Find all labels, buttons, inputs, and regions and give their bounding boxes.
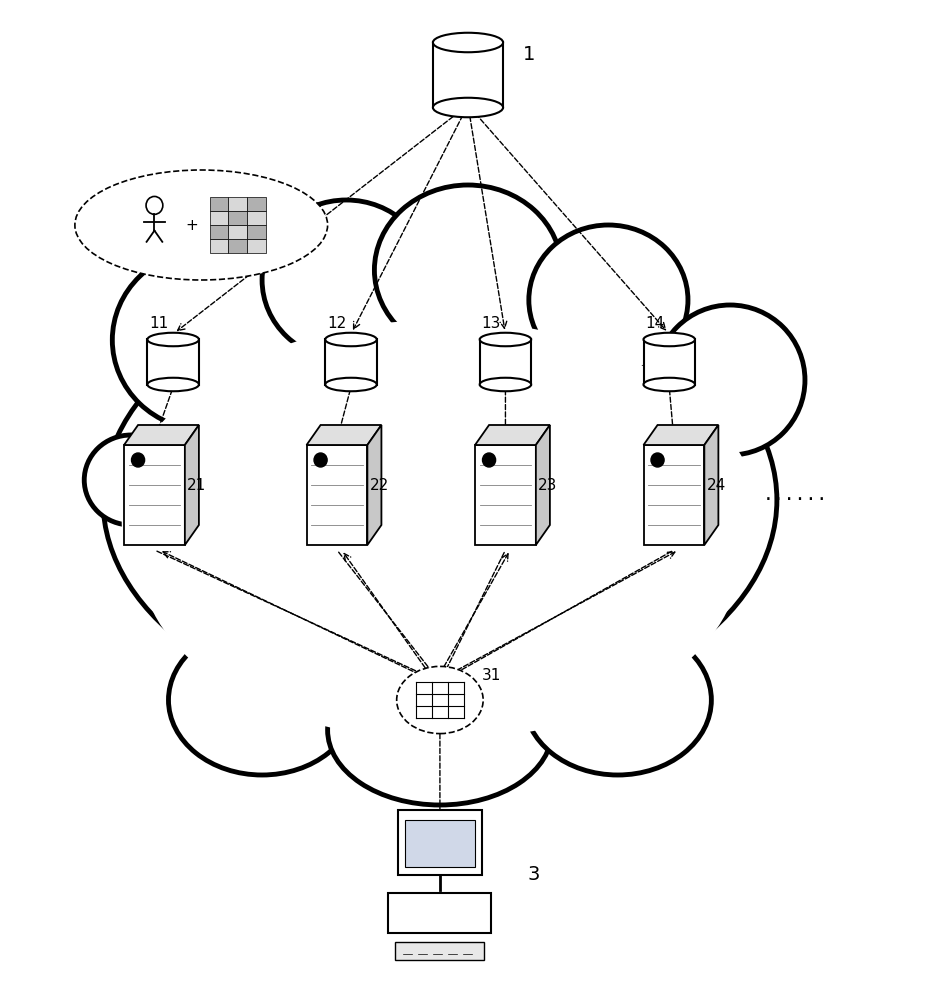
Bar: [228, 225, 247, 239]
Bar: [398, 810, 482, 875]
Polygon shape: [185, 425, 199, 545]
Bar: [228, 211, 247, 225]
Text: 22: 22: [370, 478, 388, 492]
Polygon shape: [124, 425, 199, 445]
Text: 24: 24: [707, 478, 725, 492]
Ellipse shape: [644, 378, 695, 391]
Circle shape: [314, 453, 328, 467]
Ellipse shape: [147, 333, 199, 346]
Bar: [228, 197, 247, 211]
Text: 1: 1: [522, 45, 535, 64]
Text: 13: 13: [482, 316, 501, 332]
Bar: [148, 340, 198, 384]
Text: 21: 21: [187, 478, 206, 492]
Bar: [228, 239, 247, 252]
Ellipse shape: [112, 250, 300, 430]
Polygon shape: [644, 425, 719, 445]
Bar: [210, 225, 228, 239]
Polygon shape: [475, 425, 550, 445]
Bar: [405, 820, 475, 867]
Bar: [475, 445, 536, 545]
Ellipse shape: [122, 320, 758, 720]
Bar: [247, 211, 266, 225]
Ellipse shape: [655, 305, 805, 455]
Ellipse shape: [84, 435, 178, 525]
Ellipse shape: [529, 225, 688, 375]
Ellipse shape: [326, 378, 376, 391]
Bar: [326, 340, 376, 384]
Text: ......: ......: [763, 486, 828, 504]
Bar: [480, 340, 532, 384]
Text: 31: 31: [482, 668, 501, 682]
Text: 14: 14: [646, 316, 665, 332]
Text: 3: 3: [527, 865, 540, 884]
Bar: [388, 893, 491, 933]
Bar: [433, 42, 504, 107]
Circle shape: [651, 453, 665, 467]
Bar: [644, 340, 695, 384]
Bar: [210, 197, 228, 211]
Ellipse shape: [480, 378, 532, 391]
Bar: [247, 197, 266, 211]
Ellipse shape: [397, 666, 483, 734]
Text: +: +: [185, 218, 198, 232]
Bar: [644, 445, 704, 545]
Bar: [396, 942, 485, 960]
Bar: [307, 445, 367, 545]
Text: 23: 23: [538, 478, 557, 492]
Ellipse shape: [328, 655, 552, 805]
Ellipse shape: [262, 200, 431, 360]
Bar: [210, 239, 228, 252]
Ellipse shape: [524, 625, 711, 775]
Ellipse shape: [432, 33, 504, 52]
Polygon shape: [704, 425, 719, 545]
Ellipse shape: [103, 280, 777, 720]
Ellipse shape: [168, 625, 356, 775]
Circle shape: [483, 453, 496, 467]
Bar: [210, 211, 228, 225]
Bar: [247, 239, 266, 252]
Text: 11: 11: [150, 316, 168, 332]
Bar: [124, 445, 185, 545]
Ellipse shape: [326, 333, 376, 346]
Ellipse shape: [480, 333, 532, 346]
Bar: [247, 225, 266, 239]
Ellipse shape: [75, 170, 328, 280]
Polygon shape: [536, 425, 550, 545]
Ellipse shape: [374, 185, 562, 355]
Text: 12: 12: [328, 316, 346, 332]
Polygon shape: [307, 425, 382, 445]
Ellipse shape: [644, 333, 695, 346]
Ellipse shape: [432, 98, 504, 117]
Circle shape: [132, 453, 145, 467]
Polygon shape: [367, 425, 382, 545]
Ellipse shape: [140, 380, 739, 740]
Ellipse shape: [147, 378, 199, 391]
